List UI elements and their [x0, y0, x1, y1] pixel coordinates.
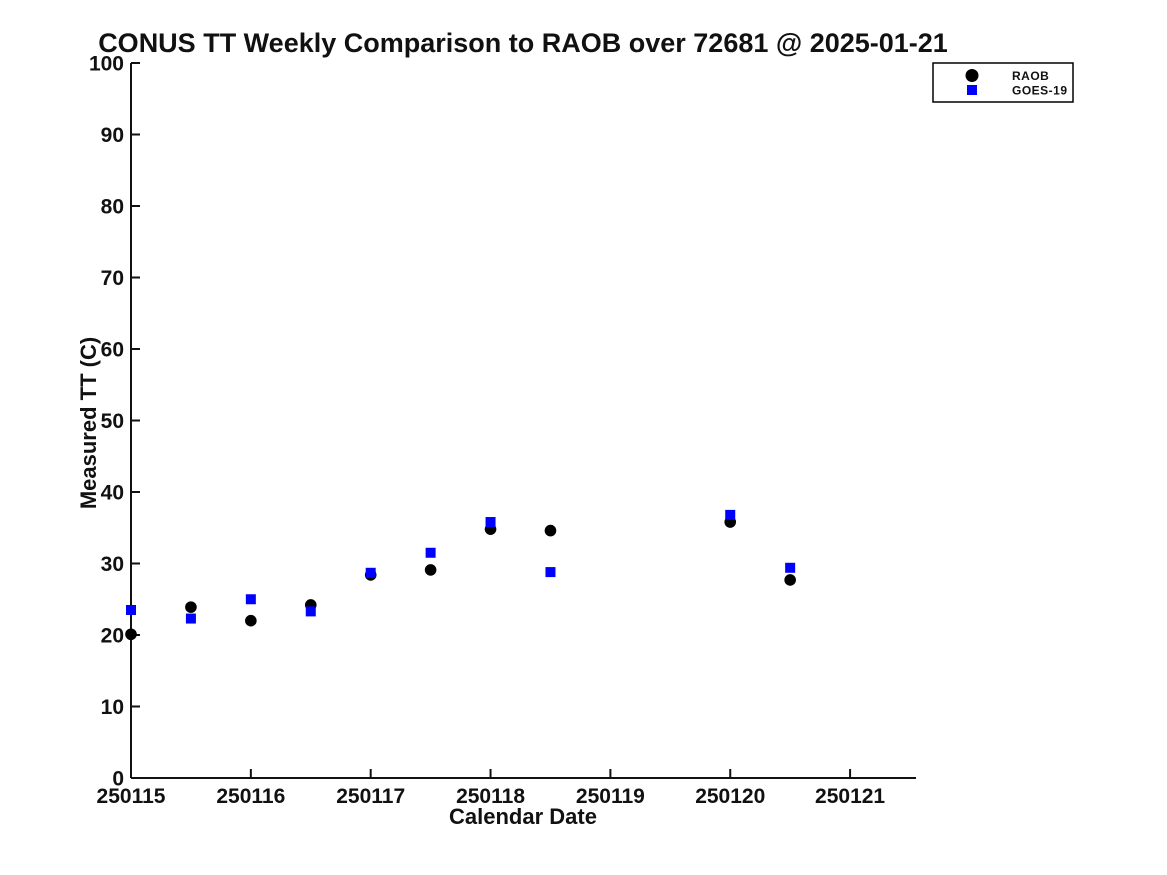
x-tick-label: 250115 — [97, 785, 166, 808]
legend-label-goes-19: GOES-19 — [1012, 84, 1068, 98]
y-tick-label: 60 — [101, 339, 124, 362]
x-axis-label: Calendar Date — [449, 804, 597, 829]
data-point-goes-19 — [785, 562, 796, 573]
legend-label-raob: RAOB — [1012, 69, 1049, 83]
y-tick-label: 40 — [101, 482, 124, 505]
y-tick-label: 20 — [101, 625, 124, 648]
data-point-goes-19 — [485, 517, 496, 528]
data-point-goes-19 — [126, 604, 136, 615]
y-tick-label: 80 — [101, 196, 124, 219]
data-point-goes-19 — [425, 547, 436, 558]
data-point-raob — [185, 601, 197, 613]
legend-circle-icon — [965, 69, 979, 82]
y-tick-label: 0 — [112, 768, 124, 791]
y-tick-label: 50 — [101, 410, 124, 433]
data-point-raob — [125, 628, 137, 641]
data-point-raob — [424, 564, 437, 576]
plot-area: 250115 250116 250117 250118 250119 250120 2501… — [89, 53, 916, 808]
y-tick-label: 90 — [101, 124, 124, 147]
data-point-raob — [245, 614, 257, 627]
x-tick-label: 250117 — [336, 785, 405, 808]
data-point-goes-19 — [365, 567, 376, 578]
x-tick-label: 250118 — [456, 785, 525, 808]
x-tick-label: 250116 — [216, 785, 285, 808]
legend-square-icon — [967, 85, 977, 95]
x-tick-label: 250121 — [815, 785, 885, 808]
y-tick-label: 10 — [101, 696, 124, 719]
y-axis-label: Measured TT (C) — [76, 337, 101, 509]
x-tick-label: 250120 — [695, 785, 765, 808]
x-tick-label: 250119 — [576, 785, 645, 808]
y-tick-label: 30 — [101, 553, 124, 576]
data-point-goes-19 — [245, 594, 256, 605]
data-point-goes-19 — [725, 509, 736, 520]
data-point-raob — [544, 524, 557, 537]
data-point-goes-19 — [185, 613, 196, 624]
data-point-raob — [784, 574, 796, 586]
data-point-goes-19 — [545, 567, 556, 578]
legend-box — [932, 62, 1074, 103]
y-tick-label: 70 — [101, 267, 124, 290]
chart-title: CONUS TT Weekly Comparison to RAOB over … — [98, 28, 948, 58]
data-point-goes-19 — [305, 606, 316, 617]
y-tick-label: 100 — [89, 53, 124, 76]
